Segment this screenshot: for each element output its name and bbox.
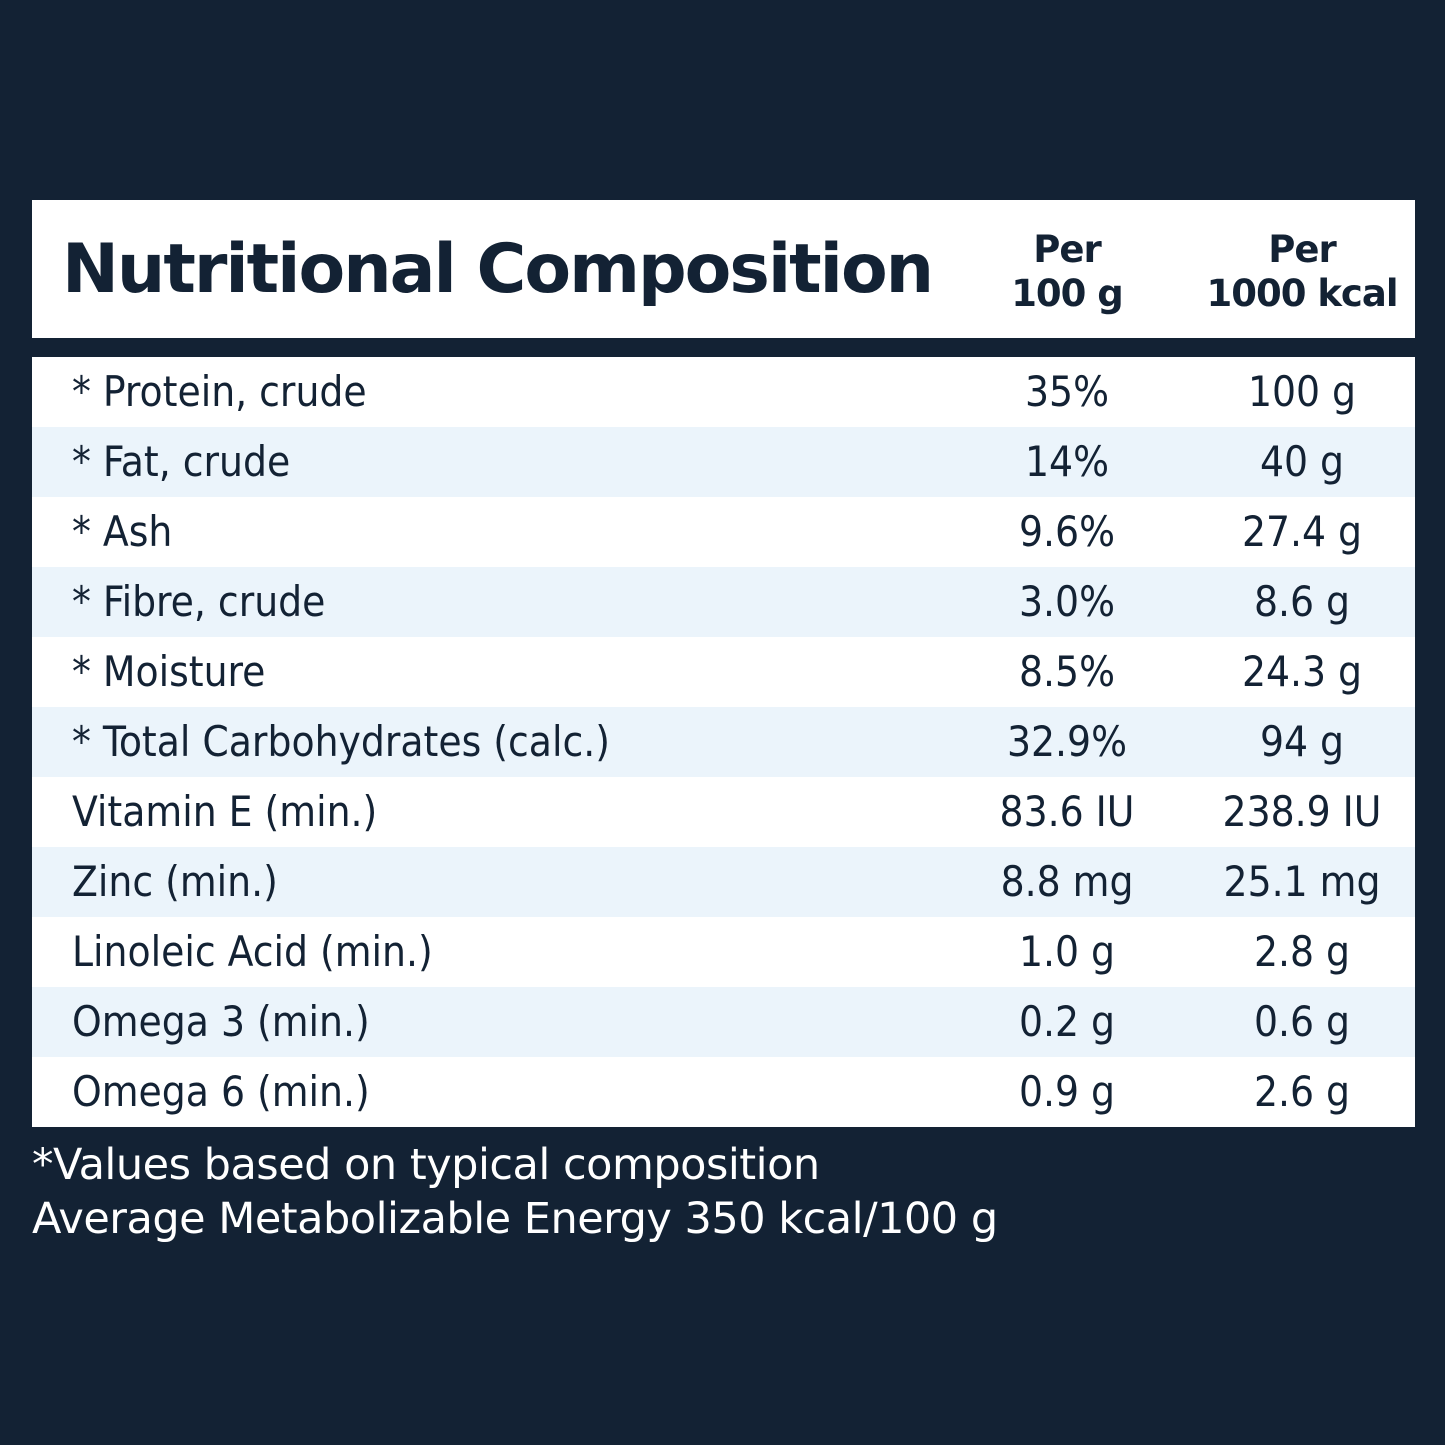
- nutrient-name: Vitamin E (min.): [72, 787, 378, 836]
- value-per-1000kcal: 27.4 g: [1241, 507, 1363, 556]
- nutrient-name: Omega 6 (min.): [72, 1067, 370, 1116]
- table-row: Omega 3 (min.) 0.2 g 0.6 g: [32, 987, 1415, 1057]
- table-row: * Ash 9.6% 27.4 g: [32, 497, 1415, 567]
- value-per-1000kcal: 238.9 IU: [1222, 787, 1382, 836]
- table-row: Vitamin E (min.) 83.6 IU 238.9 IU: [32, 777, 1415, 847]
- footnote-line-typical: *Values based on typical composition: [32, 1140, 820, 1190]
- table-row: Omega 6 (min.) 0.9 g 2.6 g: [32, 1057, 1415, 1127]
- table-row: Linoleic Acid (min.) 1.0 g 2.8 g: [32, 917, 1415, 987]
- value-per-100g: 1.0 g: [1018, 927, 1116, 976]
- value-per-100g: 83.6 IU: [999, 787, 1135, 836]
- table-row: * Protein, crude 35% 100 g: [32, 357, 1415, 427]
- column-header-per-100g: Per 100 g: [972, 228, 1162, 316]
- nutrient-name: Zinc (min.): [72, 857, 278, 906]
- nutrient-name: * Ash: [72, 507, 173, 556]
- value-per-100g: 0.2 g: [1018, 997, 1116, 1046]
- nutrient-name: * Total Carbohydrates (calc.): [72, 717, 610, 766]
- value-per-100g: 0.9 g: [1018, 1067, 1116, 1116]
- value-per-100g: 8.5%: [1019, 647, 1115, 696]
- footnote: *Values based on typical composition Ave…: [32, 1138, 998, 1246]
- table-row: * Fat, crude 14% 40 g: [32, 427, 1415, 497]
- value-per-1000kcal: 100 g: [1247, 367, 1357, 416]
- nutrient-name: Linoleic Acid (min.): [72, 927, 433, 976]
- value-per-100g: 3.0%: [1019, 577, 1115, 626]
- footnote-line-energy: Average Metabolizable Energy 350 kcal/10…: [32, 1194, 998, 1244]
- value-per-100g: 8.8 mg: [1000, 857, 1134, 906]
- column-header-per-1000kcal-line1: Per: [1268, 228, 1336, 271]
- nutrient-name: * Fat, crude: [72, 437, 291, 486]
- column-header-per-100g-line1: Per: [1033, 228, 1101, 271]
- nutrient-name: * Moisture: [72, 647, 266, 696]
- nutrient-name: * Fibre, crude: [72, 577, 326, 626]
- table-row: * Total Carbohydrates (calc.) 32.9% 94 g: [32, 707, 1415, 777]
- value-per-1000kcal: 8.6 g: [1253, 577, 1351, 626]
- value-per-1000kcal: 2.6 g: [1253, 1067, 1351, 1116]
- nutrient-name: Omega 3 (min.): [72, 997, 370, 1046]
- value-per-1000kcal: 40 g: [1259, 437, 1345, 486]
- value-per-1000kcal: 2.8 g: [1253, 927, 1351, 976]
- column-header-per-1000kcal-line2: 1000 kcal: [1206, 272, 1398, 315]
- table-row: * Fibre, crude 3.0% 8.6 g: [32, 567, 1415, 637]
- value-per-1000kcal: 24.3 g: [1241, 647, 1363, 696]
- value-per-100g: 35%: [1025, 367, 1109, 416]
- value-per-100g: 32.9%: [1006, 717, 1127, 766]
- column-header-per-100g-line2: 100 g: [1011, 272, 1124, 315]
- value-per-1000kcal: 94 g: [1259, 717, 1345, 766]
- nutrient-name: * Protein, crude: [72, 367, 367, 416]
- table-row: * Moisture 8.5% 24.3 g: [32, 637, 1415, 707]
- value-per-1000kcal: 25.1 mg: [1223, 857, 1381, 906]
- column-header-per-1000kcal: Per 1000 kcal: [1182, 228, 1422, 316]
- value-per-1000kcal: 0.6 g: [1253, 997, 1351, 1046]
- value-per-100g: 9.6%: [1019, 507, 1115, 556]
- page-title: Nutritional Composition: [62, 230, 934, 309]
- table-row: Zinc (min.) 8.8 mg 25.1 mg: [32, 847, 1415, 917]
- value-per-100g: 14%: [1025, 437, 1109, 486]
- table-header: Nutritional Composition Per 100 g Per 10…: [32, 200, 1415, 338]
- nutrition-table: * Protein, crude 35% 100 g * Fat, crude …: [32, 357, 1415, 1127]
